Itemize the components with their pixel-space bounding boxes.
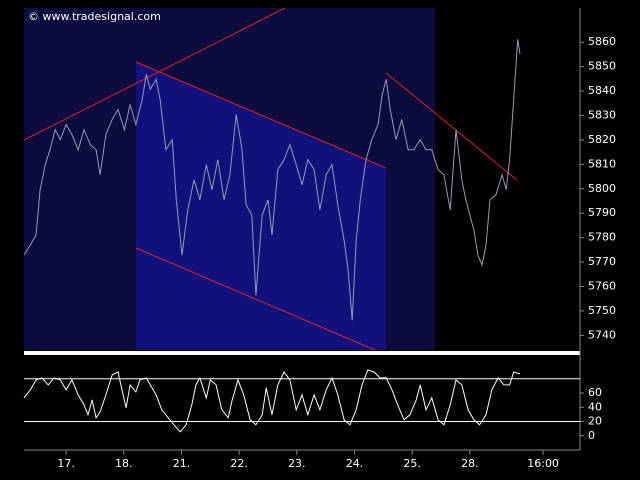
y-tick-label: 5820 xyxy=(588,133,616,146)
price-line xyxy=(23,39,521,321)
y-tick-label: 5830 xyxy=(588,108,616,121)
x-tick-label: 24. xyxy=(346,457,364,470)
y-tick-label: 5840 xyxy=(588,84,616,97)
y-tick-label: 5860 xyxy=(588,35,616,48)
y-tick-label: 60 xyxy=(588,386,602,399)
trendline xyxy=(23,7,286,141)
y-tick-label: 5760 xyxy=(588,279,616,292)
y-tick-label: 5810 xyxy=(588,157,616,170)
y-tick-label: 5800 xyxy=(588,182,616,195)
panel-separator xyxy=(24,351,580,355)
trendline xyxy=(135,247,376,351)
y-tick-label: 5740 xyxy=(588,328,616,341)
x-tick-label: 18. xyxy=(115,457,133,470)
y-tick-label: 20 xyxy=(588,415,602,428)
trendline xyxy=(385,72,518,181)
watermark: © www.tradesignal.com xyxy=(28,10,161,23)
x-tick-label: 21. xyxy=(173,457,191,470)
y-tick-label: 5770 xyxy=(588,255,616,268)
x-tick-label: 16:00 xyxy=(527,457,559,470)
channel-band xyxy=(136,62,386,350)
price-line xyxy=(23,369,521,433)
y-tick-label: 40 xyxy=(588,400,602,413)
y-tick-label: 5850 xyxy=(588,60,616,73)
trendlines xyxy=(23,7,518,351)
x-tick-label: 25. xyxy=(403,457,421,470)
y-tick-label: 5780 xyxy=(588,231,616,244)
x-tick-label: 17. xyxy=(57,457,75,470)
y-tick-label: 5750 xyxy=(588,304,616,317)
x-tick-label: 22. xyxy=(230,457,248,470)
y-tick-label: 5790 xyxy=(588,206,616,219)
y-tick-label: 0 xyxy=(588,429,595,442)
x-tick-label: 23. xyxy=(288,457,306,470)
x-tick-label: 28. xyxy=(461,457,479,470)
trendline xyxy=(135,61,387,169)
